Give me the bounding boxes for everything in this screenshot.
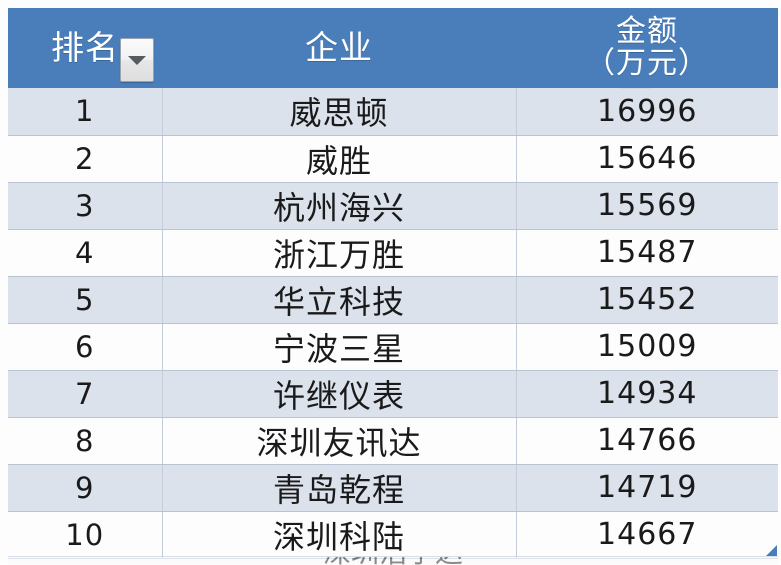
column-header-name-label: 企业 (305, 27, 373, 67)
cell-name[interactable]: 华立科技 (162, 276, 517, 324)
column-header-amount-label: 金额 （万元） (585, 13, 709, 81)
chevron-down-icon (128, 55, 146, 65)
selection-fill-handle[interactable] (766, 545, 777, 556)
header-row: 排名 企业 金额 （万元） (8, 8, 778, 88)
cell-name[interactable]: 许继仪表 (162, 370, 517, 418)
cell-name[interactable]: 威思顿 (162, 88, 517, 136)
cell-name[interactable]: 深圳友讯达 (162, 417, 517, 465)
cell-rank[interactable]: 5 (8, 276, 163, 324)
table-body: 1 威思顿 16996 2 威胜 15646 3 杭州海兴 15569 4 浙江万胜 15487 5 华立… (8, 88, 778, 559)
cell-amount[interactable]: 14766 (516, 417, 778, 465)
table-row[interactable]: 2 威胜 15646 (8, 135, 778, 183)
column-header-rank-label: 排名 (51, 27, 119, 67)
cell-rank[interactable]: 4 (8, 229, 163, 277)
cell-rank[interactable]: 9 (8, 464, 163, 512)
table-row[interactable]: 10 深圳科陆 14667 (8, 511, 778, 559)
filter-dropdown-icon-rank[interactable] (120, 38, 154, 82)
table-row[interactable]: 9 青岛乾程 14719 (8, 464, 778, 512)
cell-amount[interactable]: 15009 (516, 323, 778, 371)
column-header-rank[interactable]: 排名 (8, 8, 162, 88)
column-header-amount[interactable]: 金额 （万元） (516, 8, 778, 88)
cell-amount[interactable]: 16996 (516, 88, 778, 136)
cell-amount[interactable]: 15452 (516, 276, 778, 324)
clipped-bottom-row: 深圳浩宁达 (8, 556, 778, 565)
cell-name[interactable]: 深圳科陆 (162, 511, 517, 559)
cell-amount[interactable]: 15487 (516, 229, 778, 277)
cell-name[interactable]: 威胜 (162, 135, 517, 183)
cell-amount[interactable]: 14667 (516, 511, 778, 559)
table-row[interactable]: 4 浙江万胜 15487 (8, 229, 778, 277)
cell-amount[interactable]: 15646 (516, 135, 778, 183)
cell-amount[interactable]: 14719 (516, 464, 778, 512)
table-row[interactable]: 5 华立科技 15452 (8, 276, 778, 324)
cell-name[interactable]: 青岛乾程 (162, 464, 517, 512)
cell-amount[interactable]: 14934 (516, 370, 778, 418)
cell-rank[interactable]: 3 (8, 182, 163, 230)
table-row[interactable]: 7 许继仪表 14934 (8, 370, 778, 418)
cell-rank[interactable]: 7 (8, 370, 163, 418)
cell-rank[interactable]: 10 (8, 511, 163, 559)
table-row[interactable]: 3 杭州海兴 15569 (8, 182, 778, 230)
cell-rank[interactable]: 6 (8, 323, 163, 371)
clipped-bottom-row-text: 深圳浩宁达 (8, 557, 778, 565)
cell-rank[interactable]: 1 (8, 88, 163, 136)
cell-name[interactable]: 浙江万胜 (162, 229, 517, 277)
table-row[interactable]: 1 威思顿 16996 (8, 88, 778, 136)
column-header-name[interactable]: 企业 (162, 8, 652, 88)
table-row[interactable]: 6 宁波三星 15009 (8, 323, 778, 371)
cell-rank[interactable]: 2 (8, 135, 163, 183)
cell-name[interactable]: 杭州海兴 (162, 182, 517, 230)
cell-name[interactable]: 宁波三星 (162, 323, 517, 371)
cell-amount[interactable]: 15569 (516, 182, 778, 230)
table-header: 排名 企业 金额 （万元） (8, 8, 778, 88)
enterprise-ranking-table: 排名 企业 金额 （万元） (8, 8, 778, 559)
table-row[interactable]: 8 深圳友讯达 14766 (8, 417, 778, 465)
cell-rank[interactable]: 8 (8, 417, 163, 465)
